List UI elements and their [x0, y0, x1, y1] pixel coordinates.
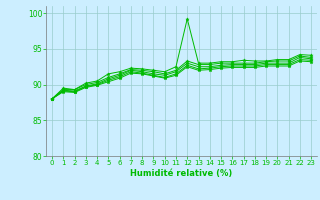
X-axis label: Humidité relative (%): Humidité relative (%) — [131, 169, 233, 178]
